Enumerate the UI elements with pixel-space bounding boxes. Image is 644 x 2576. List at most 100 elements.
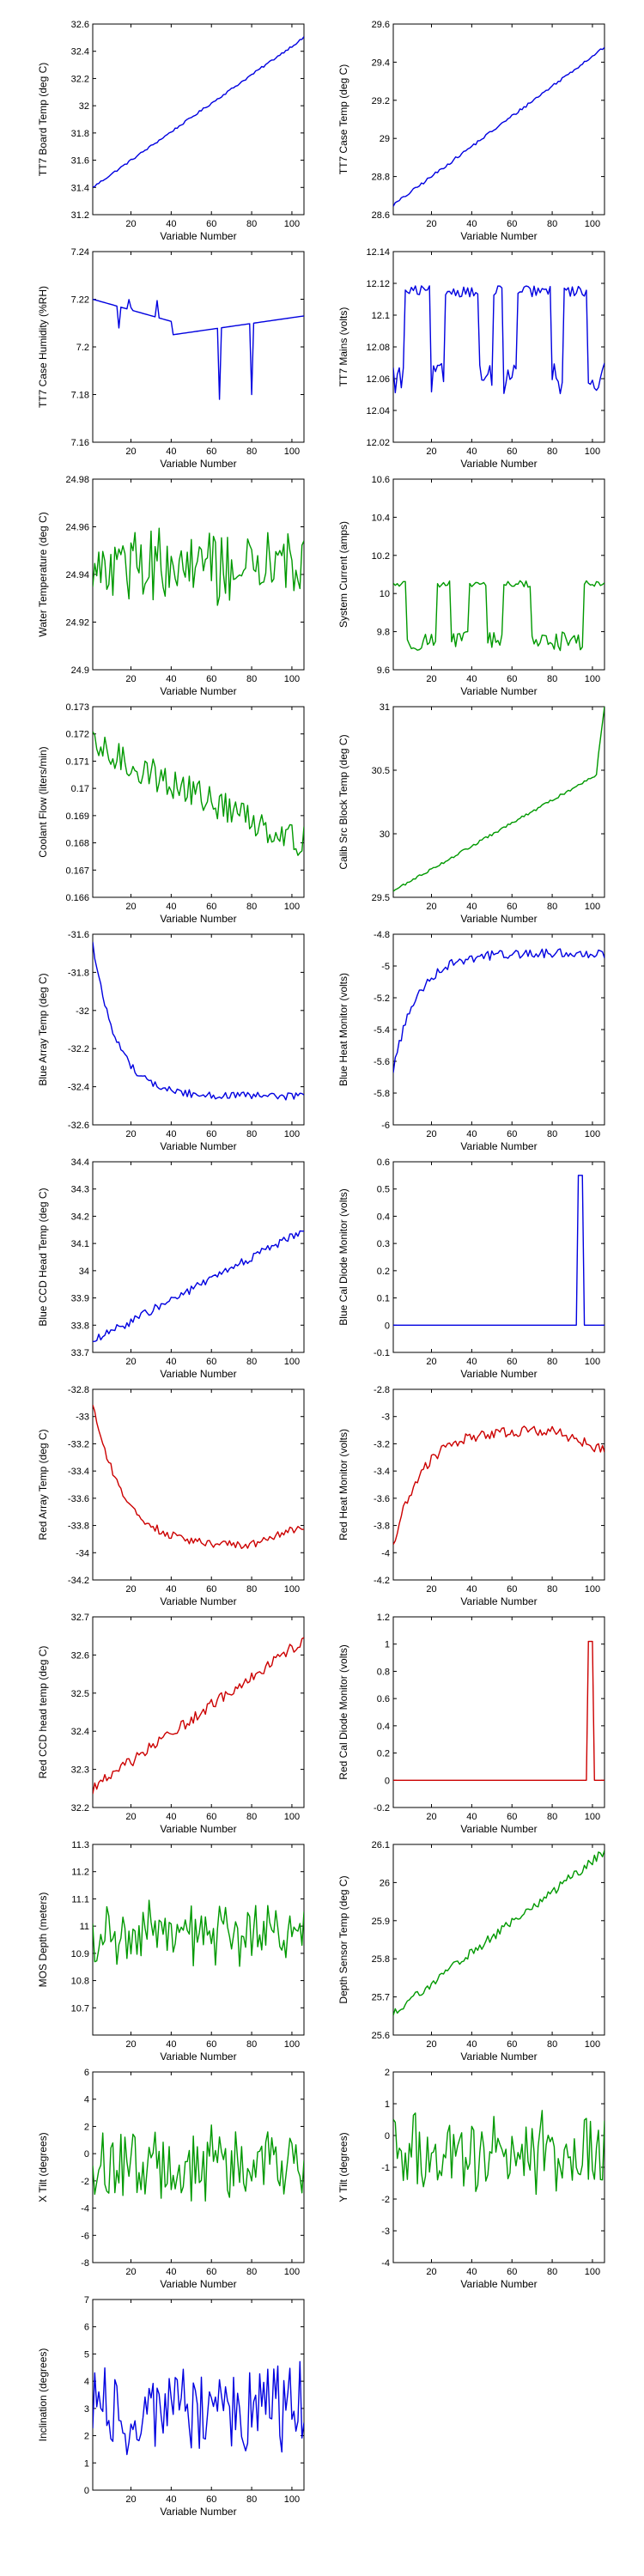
y-tick-label: 0.4: [377, 1722, 390, 1732]
y-tick-label: 0.8: [377, 1667, 390, 1677]
x-axis-title: Variable Number: [160, 2278, 236, 2290]
y-tick-label: 0.2: [377, 1749, 390, 1759]
series-line: [393, 580, 605, 652]
y-tick-label: -0.2: [374, 1803, 390, 1814]
x-axis-title: Variable Number: [160, 458, 236, 470]
x-tick-label: 100: [585, 2267, 600, 2277]
series-line: [393, 1425, 605, 1545]
y-tick-label: 32.5: [71, 1689, 89, 1699]
x-tick-label: 80: [246, 2494, 257, 2505]
plot-frame: [92, 1388, 305, 1581]
x-axis-title: Variable Number: [160, 1140, 236, 1152]
y-tick-label: 31.4: [71, 183, 89, 193]
plot-frame: [392, 1388, 605, 1581]
plot-frame: [392, 933, 605, 1126]
x-tick-label: 100: [585, 1129, 600, 1139]
y-tick-label: 7.2: [76, 343, 89, 353]
y-tick-label: 34.3: [71, 1185, 89, 1195]
x-axis-title: Variable Number: [460, 458, 537, 470]
x-tick-label: 40: [466, 1129, 477, 1139]
chart-panel-2: 28.6 28.8 29 29.2 29.4 29.6 20 40 60 80 100 Variabl…: [337, 20, 605, 242]
x-tick-label: 60: [206, 1584, 216, 1595]
y-tick-label: 1: [84, 2458, 89, 2469]
x-tick-label: 60: [206, 2039, 216, 2050]
y-tick-label: 12.04: [366, 406, 390, 416]
x-tick-label: 20: [125, 1812, 136, 1822]
y-tick-label: -31.6: [68, 930, 89, 940]
y-tick-label: 0.3: [377, 1239, 390, 1249]
y-tick-label: -32: [76, 1006, 89, 1017]
y-tick-label: 0.5: [377, 1185, 390, 1195]
y-tick-label: -5.8: [374, 1089, 390, 1099]
chart-panel-17: 10.7 10.8 10.9 11 11.1 11.2 11.3 20 40 60 80 100 Var…: [37, 1840, 305, 2063]
y-tick-label: 12.1: [372, 311, 390, 321]
y-tick-label: 0: [385, 2131, 390, 2142]
plot-frame: [392, 706, 605, 898]
y-tick-label: 33.8: [71, 1321, 89, 1331]
y-tick-label: 0: [385, 1321, 390, 1331]
y-tick-label: 31.8: [71, 129, 89, 139]
series-line: [393, 285, 605, 395]
x-tick-label: 60: [206, 447, 216, 457]
series-line: [93, 2124, 304, 2202]
y-tick-label: 9.6: [377, 665, 390, 676]
x-axis-title: Variable Number: [160, 1823, 236, 1835]
y-axis-title: TT7 Mains (volts): [337, 307, 349, 387]
y-tick-label: -4.2: [374, 1576, 390, 1586]
series-line: [93, 36, 304, 188]
x-tick-label: 100: [585, 1357, 600, 1367]
y-tick-label: -8: [81, 2258, 89, 2269]
x-tick-label: 20: [426, 674, 436, 684]
y-tick-label: 0.17: [71, 784, 89, 794]
y-tick-label: -34: [76, 1548, 89, 1558]
y-tick-label: -31.8: [68, 968, 89, 978]
x-tick-label: 60: [507, 1812, 517, 1822]
y-tick-label: -3: [381, 2227, 390, 2237]
x-tick-label: 20: [125, 902, 136, 912]
plot-frame: [392, 2071, 605, 2263]
y-tick-label: -2: [381, 2195, 390, 2205]
x-tick-label: 100: [585, 2039, 600, 2050]
y-tick-label: 10.9: [71, 1949, 89, 1959]
x-tick-label: 80: [547, 1584, 557, 1595]
y-tick-label: -4: [81, 2204, 89, 2215]
y-tick-label: -5: [381, 962, 390, 972]
plot-frame: [392, 478, 605, 671]
x-tick-label: 100: [284, 674, 300, 684]
x-tick-label: 80: [246, 1129, 257, 1139]
y-axis-title: Coolant Flow (liters/min): [37, 746, 49, 857]
y-tick-label: 12.02: [366, 438, 390, 448]
y-axis-title: Depth Sensor Temp (deg C): [337, 1875, 349, 2003]
y-tick-label: 0.1: [377, 1294, 390, 1304]
y-tick-label: 31.6: [71, 156, 89, 167]
x-tick-label: 40: [166, 674, 176, 684]
chart-panel-9: -32.6 -32.4 -32.2 -32 -31.8 -31.6 20 40 60 80 100 V…: [37, 930, 305, 1152]
x-tick-label: 80: [246, 902, 257, 912]
series-line: [93, 298, 304, 400]
x-tick-label: 20: [426, 1357, 436, 1367]
y-tick-label: 32.6: [71, 1650, 89, 1661]
y-axis-title: Red Heat Monitor (volts): [337, 1429, 349, 1540]
y-axis-title: TT7 Case Temp (deg C): [337, 64, 349, 175]
y-tick-label: 3: [84, 2404, 89, 2415]
y-tick-label: 32.2: [71, 74, 89, 84]
plot-frame: [92, 1616, 305, 1808]
y-tick-label: 0.168: [65, 839, 89, 849]
x-tick-label: 80: [246, 2039, 257, 2050]
x-tick-label: 80: [547, 447, 557, 457]
y-tick-label: 28.8: [372, 173, 390, 183]
x-tick-label: 40: [466, 1812, 477, 1822]
y-tick-label: 25.8: [372, 1954, 390, 1965]
x-tick-label: 20: [125, 447, 136, 457]
y-tick-label: 0.2: [377, 1267, 390, 1277]
x-tick-label: 40: [166, 1584, 176, 1595]
x-tick-label: 60: [507, 2039, 517, 2050]
y-tick-label: 7.18: [71, 391, 89, 401]
series-line: [93, 1899, 304, 1967]
x-axis-title: Variable Number: [460, 913, 537, 925]
x-tick-label: 80: [547, 674, 557, 684]
x-tick-label: 100: [585, 1584, 600, 1595]
y-tick-label: -5.2: [374, 993, 390, 1004]
x-tick-label: 80: [246, 219, 257, 229]
